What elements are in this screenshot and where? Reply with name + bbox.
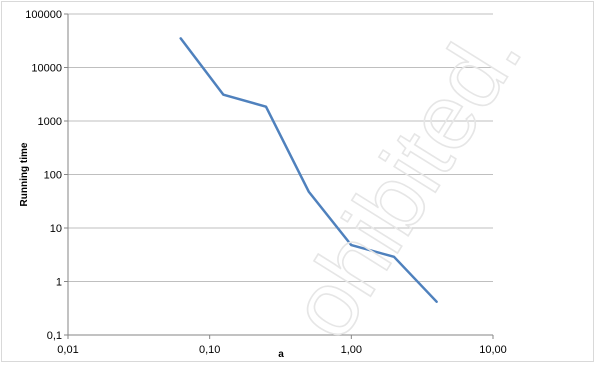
y-tick-label: 1000: [38, 116, 62, 128]
x-tick-label: 0,10: [199, 344, 220, 356]
gridlines: [68, 13, 493, 282]
y-tick-labels: 0,1 1 10 100 1000 10000 100000: [25, 9, 62, 342]
y-tick-label: 100: [44, 170, 62, 182]
series-group: [179, 37, 438, 303]
axes: [64, 13, 494, 339]
y-tick-label: 10: [50, 223, 62, 235]
y-tick-label: 0,1: [47, 330, 62, 342]
x-tick-label: 1,00: [341, 344, 362, 356]
x-tick-label: 10,00: [479, 344, 507, 356]
y-tick-label: 100000: [25, 9, 62, 21]
watermark-text: ohibited.: [270, 7, 541, 356]
y-axis-title: Running time: [19, 142, 30, 206]
y-tick-label: 1: [56, 277, 62, 289]
x-tick-labels: 0,01 0,10 1,00 10,00: [57, 344, 506, 356]
x-tick-label: 0,01: [57, 344, 78, 356]
series-line: [179, 37, 438, 303]
x-axis-title: a: [278, 349, 284, 360]
y-tick-label: 10000: [31, 63, 62, 75]
